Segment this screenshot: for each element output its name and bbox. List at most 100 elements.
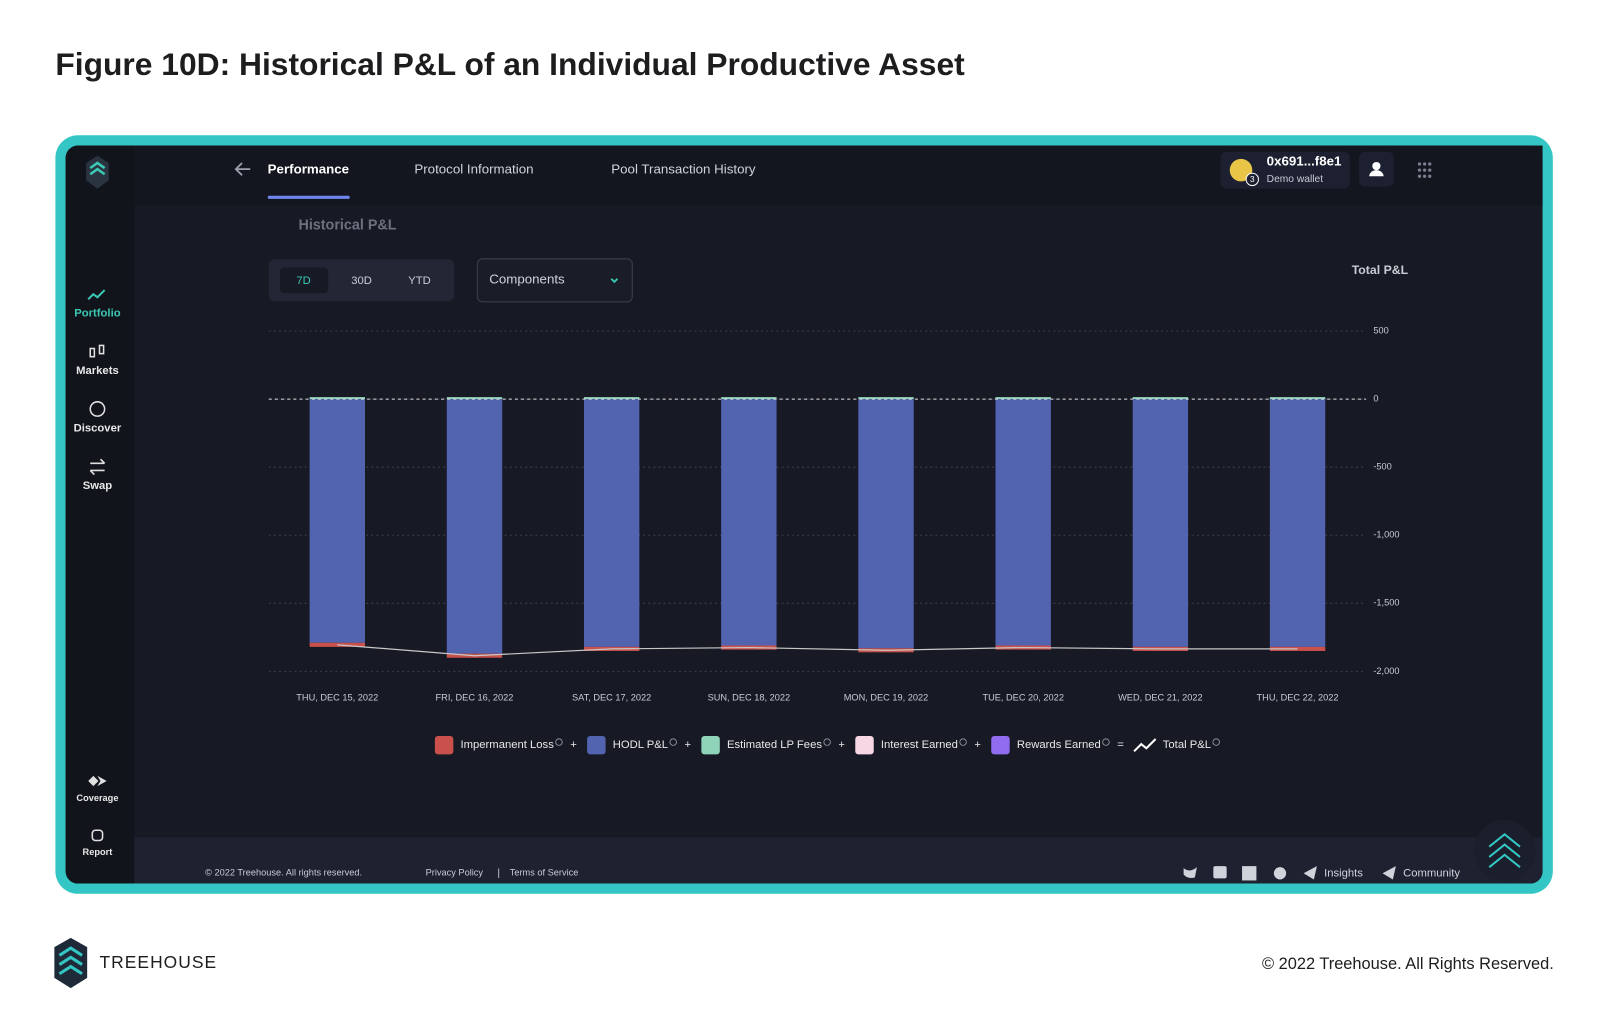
sidebar-item[interactable]: Markets xyxy=(76,365,119,377)
legend-operator: + xyxy=(684,739,691,751)
bar-segment xyxy=(721,399,777,646)
nav-tab[interactable]: Performance xyxy=(268,162,349,177)
info-icon[interactable] xyxy=(1212,738,1220,746)
page-copyright: © 2022 Treehouse. All Rights Reserved. xyxy=(1262,955,1554,973)
dropdown-label[interactable]: Components xyxy=(489,271,565,286)
legend-label: Rewards Earned xyxy=(1017,739,1101,751)
legend-label: Impermanent Loss xyxy=(461,739,555,751)
brand-logo xyxy=(54,937,88,989)
social-link[interactable]: Community xyxy=(1403,867,1460,879)
bar-segment xyxy=(583,397,640,400)
legend-swatch xyxy=(991,735,1010,755)
active-tab-underline xyxy=(267,195,350,199)
x-tick-label: SAT, DEC 17, 2022 xyxy=(572,692,651,702)
legend-label: HODL P&L xyxy=(613,739,668,751)
markets-icon[interactable] xyxy=(89,344,105,358)
app-window xyxy=(65,145,1543,884)
info-icon[interactable] xyxy=(555,738,563,746)
social-icons[interactable] xyxy=(1183,866,1287,881)
app-logo xyxy=(86,155,109,189)
community-icon[interactable] xyxy=(1382,866,1396,880)
legend-label: Total P&L xyxy=(1163,739,1211,751)
wallet-label: Demo wallet xyxy=(1267,174,1324,185)
nav-tab[interactable]: Pool Transaction History xyxy=(611,162,756,177)
swap-icon[interactable] xyxy=(89,458,106,476)
coverage-icon[interactable] xyxy=(88,775,107,787)
sidebar xyxy=(65,145,135,884)
bar-segment xyxy=(446,397,503,400)
legend-label: Estimated LP Fees xyxy=(727,739,822,751)
footer-copyright: © 2022 Treehouse. All rights reserved. xyxy=(205,868,362,878)
y-tick-label: -1,000 xyxy=(1373,530,1399,540)
sidebar-item[interactable]: Swap xyxy=(83,480,113,492)
y-tick-label: 0 xyxy=(1373,394,1378,404)
x-tick-label: TUE, DEC 20, 2022 xyxy=(982,692,1064,702)
sidebar-item[interactable]: Report xyxy=(83,847,113,857)
legend-operator: + xyxy=(838,739,845,751)
legend-swatch xyxy=(701,735,720,755)
wallet-address[interactable]: 0x691...f8e1 xyxy=(1267,153,1342,168)
legend-swatch xyxy=(434,735,454,755)
footer-link[interactable]: Privacy Policy xyxy=(426,868,484,878)
y-tick-label: 500 xyxy=(1373,326,1388,336)
bar-segment xyxy=(583,399,640,647)
bar-segment xyxy=(309,397,365,400)
bar-segment xyxy=(1132,399,1189,647)
back-button[interactable] xyxy=(234,162,251,176)
section-title: Historical P&L xyxy=(298,217,396,233)
info-icon[interactable] xyxy=(823,738,831,746)
info-icon[interactable] xyxy=(1102,738,1110,746)
footer-separator: | xyxy=(497,868,500,879)
y-tick-label: -500 xyxy=(1373,462,1391,472)
y-tick-label: -2,000 xyxy=(1373,666,1399,676)
bar-segment xyxy=(1132,397,1189,400)
sidebar-item[interactable]: Discover xyxy=(74,422,122,434)
y-tick-label: -1,500 xyxy=(1373,598,1399,608)
profile-icon xyxy=(1369,161,1384,177)
info-icon[interactable] xyxy=(959,738,967,746)
x-tick-label: WED, DEC 21, 2022 xyxy=(1118,692,1203,702)
bar-segment xyxy=(1269,397,1326,400)
bar-segment xyxy=(995,397,1051,400)
bar-segment xyxy=(858,399,914,649)
floating-logo[interactable] xyxy=(1488,833,1521,868)
sidebar-item[interactable]: Portfolio xyxy=(74,308,120,320)
x-tick-label: FRI, DEC 16, 2022 xyxy=(436,692,514,702)
range-button[interactable]: 30D xyxy=(351,275,372,287)
page-title: Figure 10D: Historical P&L of an Individ… xyxy=(55,46,965,82)
range-button[interactable]: 7D xyxy=(296,275,310,287)
legend-swatch xyxy=(855,735,874,755)
x-tick-label: THU, DEC 15, 2022 xyxy=(296,692,378,702)
legend-operator: = xyxy=(1117,739,1124,751)
range-button[interactable]: YTD xyxy=(408,275,431,287)
x-tick-label: MON, DEC 19, 2022 xyxy=(844,692,929,702)
portfolio-icon[interactable] xyxy=(87,289,106,301)
legend-swatch xyxy=(587,735,606,755)
wallet-badge: 3 xyxy=(1250,175,1255,184)
info-icon[interactable] xyxy=(669,738,677,746)
footer-link[interactable]: Terms of Service xyxy=(510,868,579,878)
social-link[interactable]: Insights xyxy=(1324,867,1363,879)
wallet-badge-circle xyxy=(1245,172,1259,187)
y-axis-title: Total P&L xyxy=(1352,263,1409,277)
sidebar-item[interactable]: Coverage xyxy=(76,793,118,803)
floating-logo-bg xyxy=(1473,820,1536,882)
report-icon[interactable] xyxy=(91,829,104,842)
bar-segment xyxy=(995,399,1051,646)
bar-segment xyxy=(1269,399,1326,647)
components-dropdown[interactable] xyxy=(476,258,633,303)
legend-operator: + xyxy=(570,739,577,751)
bar-segment xyxy=(721,397,777,400)
legend-line-icon xyxy=(1133,738,1157,753)
apps-icon[interactable] xyxy=(1417,162,1432,178)
discover-icon[interactable] xyxy=(89,401,106,417)
wallet-avatar xyxy=(1229,158,1253,182)
bar-segment xyxy=(446,399,503,654)
x-tick-label: SUN, DEC 18, 2022 xyxy=(708,692,791,702)
insights-icon[interactable] xyxy=(1303,866,1317,880)
bar-segment xyxy=(309,399,365,643)
bar-segment xyxy=(1269,646,1326,651)
nav-tab[interactable]: Protocol Information xyxy=(414,162,533,177)
